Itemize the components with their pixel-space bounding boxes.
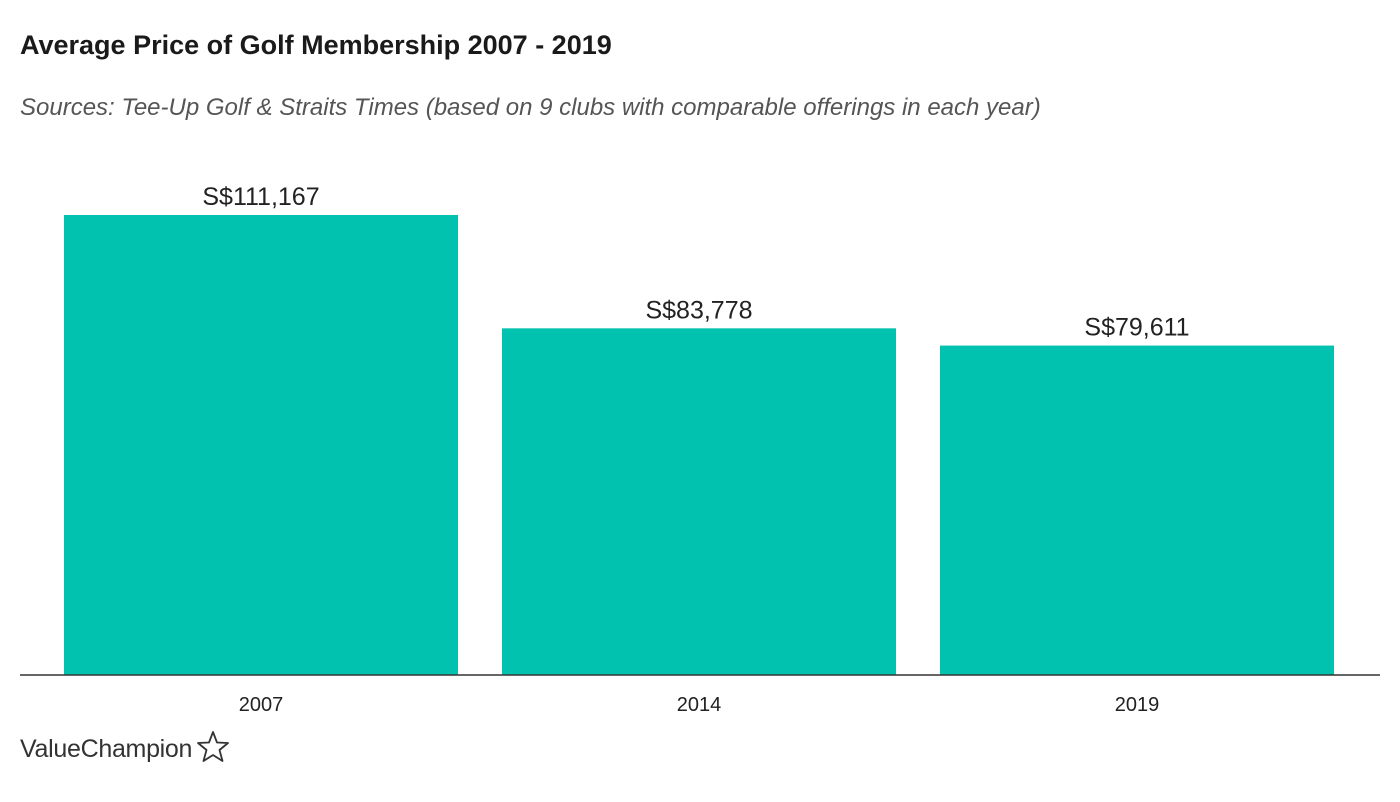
brand-name: ValueChampion bbox=[20, 735, 193, 763]
x-tick-label-2019: 2019 bbox=[1115, 694, 1160, 716]
brand-logo: ValueChampion bbox=[20, 730, 230, 769]
star-outline-icon bbox=[196, 730, 230, 769]
chart-title: Average Price of Golf Membership 2007 - … bbox=[20, 30, 612, 60]
data-label-2014: S$83,778 bbox=[645, 296, 752, 324]
x-tick-label-2007: 2007 bbox=[239, 694, 284, 716]
bar-2019 bbox=[940, 345, 1334, 675]
chart-subtitle: Sources: Tee-Up Golf & Straits Times (ba… bbox=[20, 94, 1041, 121]
bar-2007 bbox=[64, 215, 458, 675]
data-label-2007: S$111,167 bbox=[202, 183, 319, 211]
bar-2014 bbox=[502, 328, 896, 675]
x-tick-label-2014: 2014 bbox=[677, 694, 722, 716]
data-label-2019: S$79,611 bbox=[1084, 314, 1189, 342]
